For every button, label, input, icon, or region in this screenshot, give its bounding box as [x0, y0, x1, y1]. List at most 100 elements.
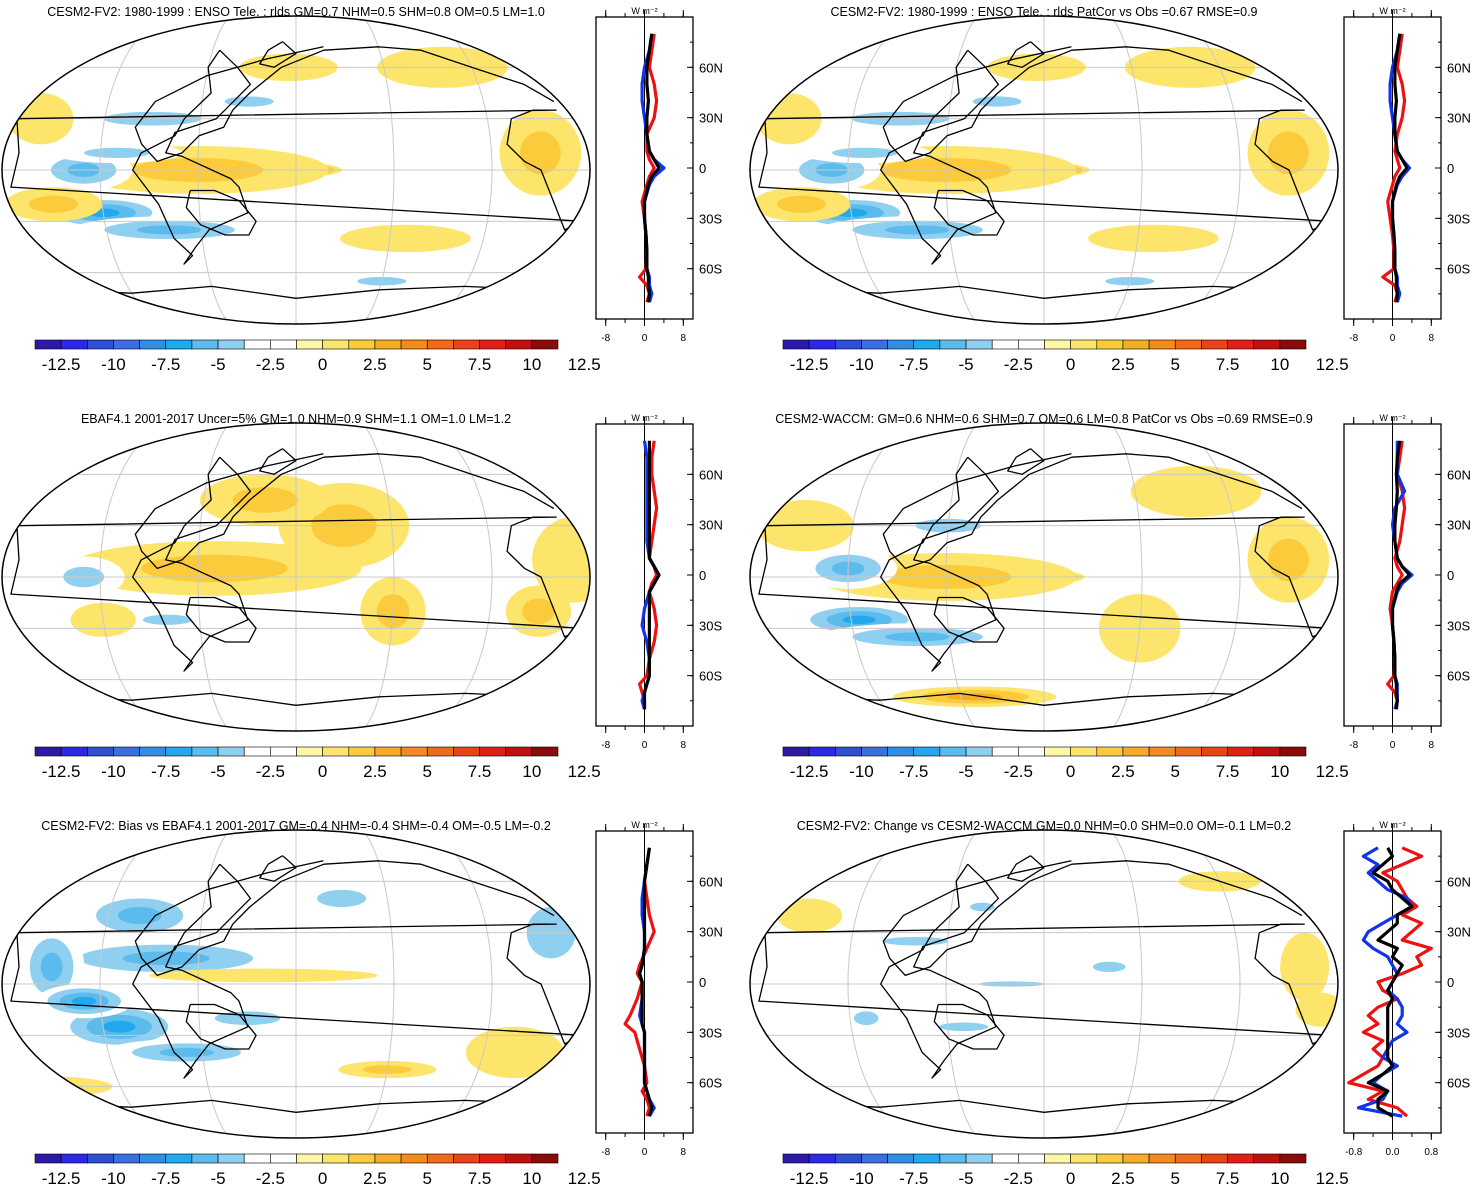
field-contour-11 [1130, 465, 1262, 518]
colorbar-swatch [322, 339, 350, 350]
colorbar-swatch [939, 1153, 967, 1164]
colorbar-label: -10 [849, 762, 874, 781]
colorbar-label: -12.5 [790, 762, 829, 781]
colorbar-label: 0 [1066, 355, 1075, 374]
xtick-label: 8 [681, 1147, 687, 1158]
colorbar-swatch [270, 1153, 297, 1164]
colorbar-label: -12.5 [790, 355, 829, 374]
ytick-label: 0 [1447, 161, 1454, 176]
coastline-3 [882, 46, 1303, 163]
ytick-label: 60N [699, 60, 723, 75]
map-border [749, 15, 1339, 325]
xtick-label: 0 [642, 740, 648, 751]
zonal-mean-panel: 60N 30N 0 30S 60S -8 0 8 W m⁻² [595, 413, 723, 751]
colorbar-label: -5 [958, 355, 973, 374]
field-contour-14 [770, 268, 820, 277]
colorbar-label: 10 [1270, 355, 1289, 374]
field-contour-9 [340, 224, 471, 253]
coastlines [758, 448, 1332, 706]
field-contour-10 [29, 195, 79, 213]
field-contour-11 [519, 131, 561, 175]
colorbar-swatch [939, 339, 967, 350]
colorbar-swatch [808, 339, 836, 350]
colorbar-swatch [939, 746, 967, 757]
colorbar-label: 10 [522, 355, 541, 374]
ytick-label: 60N [1447, 467, 1471, 482]
field-contour-10 [777, 195, 827, 213]
coastline-5 [259, 41, 297, 68]
colorbar-swatch [887, 1153, 915, 1164]
colorbar-swatch [113, 746, 140, 757]
colorbar-swatch [991, 339, 1019, 350]
graticule-lon--120 [99, 423, 164, 731]
field-contour-2 [939, 1022, 989, 1032]
colorbar-label: 0 [1066, 762, 1075, 781]
graticule-lon-60 [361, 830, 395, 1138]
colorbar-swatch [1227, 746, 1255, 757]
field-contour-4 [224, 96, 274, 107]
coastline-2 [10, 109, 584, 231]
coastline-0 [132, 456, 252, 672]
xtick-label: 0 [642, 1147, 648, 1158]
colorbar-swatch [217, 339, 245, 350]
colorbar-label: -12.5 [790, 1169, 829, 1187]
units-label: W m⁻² [631, 820, 657, 830]
colorbar-label: -2.5 [1004, 762, 1033, 781]
colorbar-label: -12.5 [42, 762, 81, 781]
colorbar-swatch [1122, 746, 1150, 757]
map-panel-top-right: CESM2-FV2: 1980-1999 : ENSO Tele. : rlds… [749, 5, 1471, 374]
ytick-label: 30N [699, 518, 723, 533]
colorbar-label: 2.5 [1111, 1169, 1135, 1187]
colorbar-swatch [296, 746, 323, 757]
field-contour-2 [40, 952, 63, 982]
colorbar-swatch [479, 339, 506, 350]
colorbar-swatch [834, 1153, 862, 1164]
colorbar-swatch [296, 1153, 323, 1164]
ytick-label: 30S [699, 211, 722, 226]
colorbar-swatch [1227, 1153, 1255, 1164]
colorbar-label: 5 [423, 1169, 432, 1187]
colorbar-swatch [322, 746, 350, 757]
colorbar-label: 5 [1171, 1169, 1180, 1187]
colorbar-swatch [400, 339, 428, 350]
panel-title: CESM2-FV2: Bias vs EBAF4.1 2001-2017 GM=… [41, 819, 551, 833]
colorbar-swatch [1227, 339, 1255, 350]
colorbar-swatch [1018, 339, 1045, 350]
colorbar-swatch [348, 746, 376, 757]
graticule-lon--120 [99, 16, 164, 324]
colorbar-swatch [453, 746, 480, 757]
colorbar-swatch [165, 1153, 193, 1164]
colorbar-swatch [426, 1153, 454, 1164]
graticule-lon--120 [847, 830, 912, 1138]
xtick-label: -0.8 [1345, 1147, 1363, 1158]
units-label: W m⁻² [1379, 820, 1405, 830]
coastline-0 [132, 863, 252, 1079]
xtick-label: 8 [681, 740, 687, 751]
map-border [749, 829, 1339, 1139]
graticule-lon-60 [1109, 16, 1143, 324]
colorbar-label: 7.5 [468, 1169, 492, 1187]
colorbar-label: -2.5 [256, 762, 285, 781]
colorbar-swatch [782, 746, 810, 757]
field-contour-3 [102, 1020, 136, 1033]
coastline-1 [185, 189, 257, 236]
colorbar-swatch [322, 1153, 350, 1164]
colorbar-label: 10 [522, 1169, 541, 1187]
coastline-1 [933, 1003, 1005, 1050]
colorbar-swatch [1070, 339, 1098, 350]
coastlines [758, 855, 1332, 1113]
colorbar-swatch [217, 1153, 245, 1164]
coastline-1 [933, 596, 1005, 643]
colorbar-label: -5 [958, 762, 973, 781]
coastlines [10, 448, 584, 706]
colorbar-swatch [165, 339, 193, 350]
colorbar-swatch [1070, 1153, 1098, 1164]
colorbar-swatch [1148, 746, 1176, 757]
colorbar-swatch [965, 1153, 993, 1164]
colorbar-swatch [139, 1153, 167, 1164]
colorbar-label: -7.5 [899, 1169, 928, 1187]
graticule [750, 423, 1338, 731]
field-contour-11 [1267, 131, 1309, 175]
coastline-2 [10, 516, 584, 638]
colorbar-swatch [1279, 1153, 1307, 1164]
